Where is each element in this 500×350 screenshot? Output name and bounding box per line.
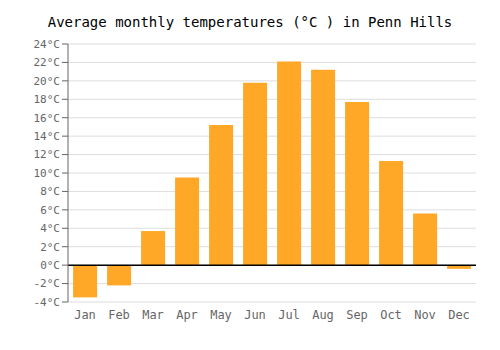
svg-text:Oct: Oct [380, 308, 402, 322]
svg-text:Jul: Jul [278, 308, 300, 322]
svg-text:Dec: Dec [448, 308, 470, 322]
svg-text:Nov: Nov [414, 308, 436, 322]
svg-text:6°C: 6°C [40, 204, 60, 217]
svg-text:Aug: Aug [312, 308, 334, 322]
svg-text:Feb: Feb [108, 308, 130, 322]
svg-text:16°C: 16°C [34, 112, 61, 125]
svg-text:Mar: Mar [142, 308, 164, 322]
svg-text:22°C: 22°C [34, 56, 61, 69]
html-text:Average monthly temperatures (: Average monthly temperatures (°C ) in Pe… [47, 14, 453, 30]
svg-text:Apr: Apr [176, 308, 198, 322]
svg-text:20°C: 20°C [34, 75, 61, 88]
svg-text:-2°C: -2°C [34, 277, 61, 290]
svg-text:May: May [210, 308, 232, 322]
svg-text:0°C: 0°C [40, 259, 60, 272]
svg-text:24°C: 24°C [34, 38, 61, 51]
svg-text:Sep: Sep [346, 308, 368, 322]
svg-text:10°C: 10°C [34, 167, 61, 180]
svg-text:12°C: 12°C [34, 148, 61, 161]
svg-text:2°C: 2°C [40, 241, 60, 254]
svg-text:-4°C: -4°C [34, 296, 61, 309]
svg-text:18°C: 18°C [34, 93, 61, 106]
svg-text:14°C: 14°C [34, 130, 61, 143]
svg-text:8°C: 8°C [40, 185, 60, 198]
svg-text:Jan: Jan [74, 308, 96, 322]
svg-text:4°C: 4°C [40, 222, 60, 235]
svg-text:Jun: Jun [244, 308, 266, 322]
